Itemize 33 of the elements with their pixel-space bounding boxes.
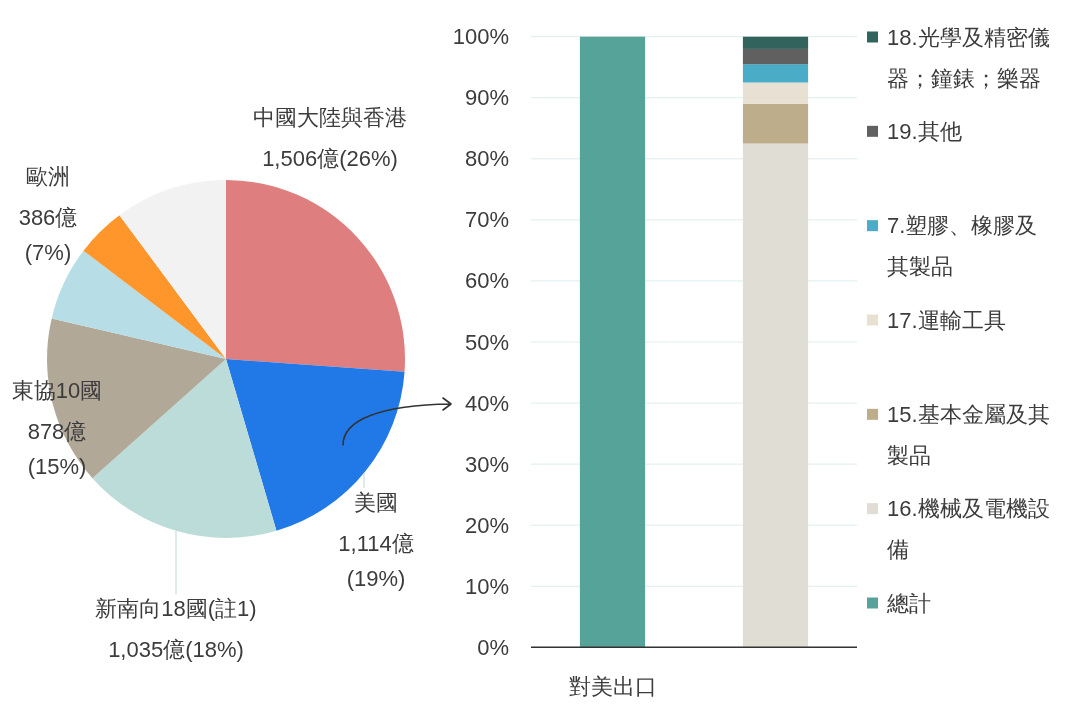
legend-label: 15.基本金屬及其製品 [887,401,1050,468]
legend-label: 7.塑膠、橡膠及其製品 [887,213,1038,280]
y-tick-label: 40% [464,390,509,416]
pie-slice [119,180,226,359]
slice-label: 東協10國 [11,377,103,403]
pie-slice [226,359,405,531]
y-tick-label: 30% [464,451,509,477]
pie-slice [83,215,226,359]
legend-label: 16.機械及電機設備 [887,496,1050,563]
y-tick-label: 10% [464,573,509,599]
y-tick-label: 50% [464,329,509,355]
data-label: 1,114億(19%) [338,530,414,591]
y-tick-label: 80% [464,146,509,172]
x-tick-label: 對美出口 [568,673,657,699]
y-tick-label: 60% [464,268,509,294]
slice-label: 中國大陸與香港 [253,104,407,130]
data-label: 386億(7%) [18,204,78,265]
pie-slice [226,180,405,372]
y-tick-label: 70% [464,207,509,233]
slice-label: 新南向18國(註1) [95,595,257,621]
data-label: 1,035億(18%) [108,636,244,662]
slice-label: 美國 [354,489,398,515]
legend-label: 19.其他 [887,118,962,144]
y-tick-label: 90% [464,85,509,111]
legend-label: 17.運輸工具 [887,307,1006,333]
y-tick-label: 20% [464,512,509,538]
legend-label: 18.光學及精密儀器；鐘錶；樂器 [887,24,1050,91]
y-tick-label: 100% [452,24,509,50]
data-label: 878億(15%) [27,418,87,479]
slice-label: 歐洲 [26,163,70,189]
legend-label: 總計 [886,590,931,616]
data-label: 1,506億(26%) [262,145,398,171]
y-tick-label: 0% [477,634,509,660]
